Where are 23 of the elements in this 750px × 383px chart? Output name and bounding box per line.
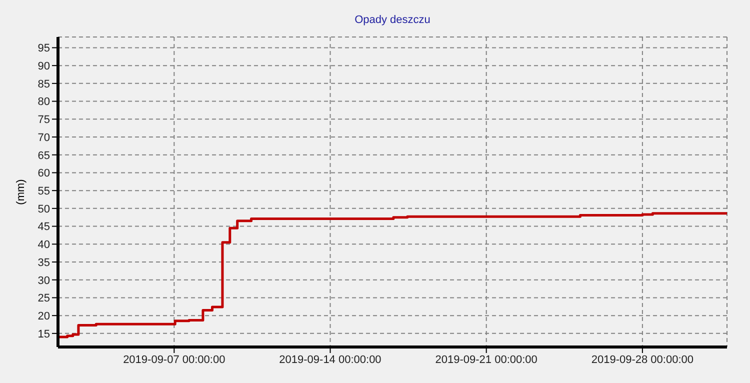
x-tick-label: 2019-09-21 00:00:00	[435, 354, 538, 366]
y-tick-label: 20	[38, 310, 50, 322]
y-tick-label: 75	[38, 114, 50, 126]
x-tick-label: 2019-09-14 00:00:00	[279, 354, 382, 366]
y-axis-title: (mm)	[14, 179, 27, 205]
y-tick-label: 95	[38, 42, 50, 55]
y-tick-label: 85	[38, 78, 50, 90]
y-tick-label: 55	[38, 185, 50, 198]
y-tick-label: 80	[38, 96, 50, 108]
y-tick-label: 70	[38, 132, 50, 144]
y-tick-label: 35	[38, 256, 50, 269]
y-tick-label: 25	[38, 292, 50, 305]
y-tick-label: 90	[38, 60, 50, 72]
chart-title: Opady deszczu	[354, 14, 432, 26]
y-tick-label: 30	[38, 274, 50, 287]
y-tick-label: 65	[38, 150, 50, 162]
y-tick-label: 60	[38, 168, 50, 180]
x-tick-label: 2019-09-28 00:00:00	[591, 354, 694, 366]
y-tick-label: 45	[38, 221, 50, 234]
y-tick-label: 15	[38, 328, 50, 340]
x-tick-label: 2019-09-07 00:00:00	[123, 354, 226, 366]
y-tick-label: 40	[38, 239, 50, 252]
y-tick-label: 50	[38, 203, 50, 216]
